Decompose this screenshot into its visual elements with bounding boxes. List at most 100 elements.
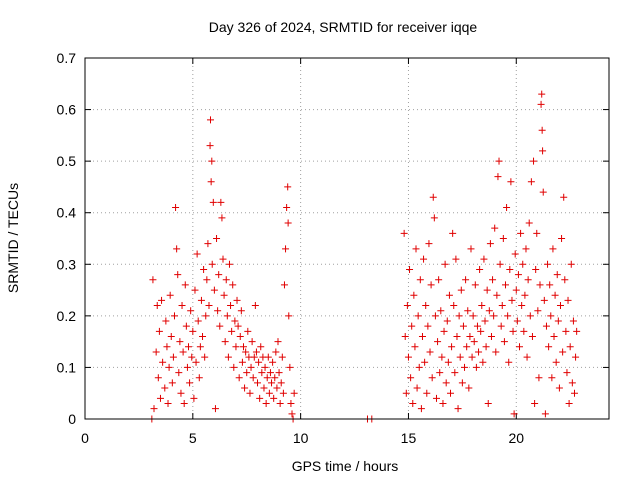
data-point — [485, 307, 493, 315]
x-tick-label: 20 — [508, 430, 524, 446]
data-point — [236, 332, 244, 340]
data-point — [546, 281, 554, 289]
data-point — [526, 312, 534, 320]
data-point — [159, 358, 167, 366]
data-point — [408, 322, 416, 330]
data-point — [269, 358, 277, 366]
data-point — [572, 353, 580, 361]
data-point — [186, 379, 194, 387]
data-point — [516, 343, 524, 351]
data-point — [201, 353, 209, 361]
data-point — [284, 183, 292, 191]
data-point — [229, 281, 237, 289]
data-point — [158, 296, 166, 304]
data-point — [428, 374, 436, 382]
data-point — [500, 338, 508, 346]
data-point — [220, 291, 228, 299]
data-point — [285, 312, 293, 320]
data-point — [464, 307, 472, 315]
data-point — [207, 178, 215, 186]
data-point — [290, 389, 298, 397]
x-tick-label: 0 — [81, 430, 89, 446]
data-point — [176, 338, 184, 346]
data-point — [482, 343, 490, 351]
data-point — [522, 245, 530, 253]
data-point — [550, 332, 558, 340]
data-point — [427, 281, 435, 289]
data-point — [440, 327, 448, 335]
data-point — [477, 327, 485, 335]
data-point — [249, 374, 257, 382]
data-point — [503, 204, 511, 212]
data-point — [270, 394, 278, 402]
data-point — [417, 405, 425, 413]
data-point — [469, 312, 477, 320]
data-point — [192, 358, 200, 366]
data-point — [277, 379, 285, 387]
data-point — [432, 394, 440, 402]
data-point — [286, 363, 294, 371]
data-point — [264, 353, 272, 361]
data-point — [150, 405, 158, 413]
data-point — [152, 348, 160, 356]
data-point — [547, 312, 555, 320]
data-point — [512, 286, 520, 294]
data-point — [499, 235, 507, 242]
data-point — [230, 363, 238, 371]
data-point — [261, 363, 269, 371]
data-point — [412, 245, 420, 253]
x-axis-label: GPS time / hours — [292, 458, 399, 474]
data-point — [463, 343, 471, 351]
data-point — [544, 260, 552, 268]
data-point — [532, 265, 540, 273]
y-tick-label: 0.7 — [57, 50, 77, 66]
y-tick-label: 0 — [68, 411, 76, 427]
data-point — [470, 338, 478, 346]
data-point — [190, 394, 198, 402]
data-point — [447, 389, 455, 397]
data-point — [497, 322, 505, 330]
data-point — [442, 379, 450, 387]
data-point — [237, 307, 245, 315]
data-point — [410, 291, 418, 299]
data-point — [521, 291, 529, 299]
data-point — [404, 353, 412, 361]
y-tick-label: 0.2 — [57, 308, 77, 324]
data-point — [228, 327, 236, 335]
plot-frame — [84, 57, 610, 420]
data-point — [415, 363, 423, 371]
y-tick-label: 0.6 — [57, 102, 77, 118]
data-point — [559, 348, 567, 356]
data-point — [265, 389, 273, 397]
data-point — [154, 374, 162, 382]
x-tick-label: 15 — [401, 430, 417, 446]
data-point — [238, 358, 246, 366]
data-point — [492, 348, 500, 356]
data-point — [467, 245, 475, 253]
data-point — [530, 157, 538, 165]
data-point — [538, 126, 546, 134]
data-point — [216, 322, 224, 330]
data-point — [493, 291, 501, 299]
data-point — [452, 255, 460, 263]
y-axis-label: SRMTID / TECUs — [5, 183, 21, 293]
data-point — [252, 348, 260, 356]
data-point — [257, 343, 265, 351]
data-point — [218, 214, 226, 222]
data-point — [478, 302, 486, 310]
data-point — [541, 410, 549, 418]
data-point — [425, 240, 433, 248]
data-point — [554, 317, 562, 325]
data-point — [248, 338, 256, 346]
data-point — [508, 296, 516, 304]
y-tick-label: 0.1 — [57, 359, 77, 375]
data-point — [537, 100, 545, 108]
data-point — [272, 348, 280, 356]
data-point — [523, 353, 531, 361]
data-point — [454, 405, 462, 413]
data-point — [461, 363, 469, 371]
data-point — [162, 317, 170, 325]
data-point — [406, 265, 414, 273]
data-point — [567, 260, 575, 268]
data-point — [486, 240, 494, 248]
